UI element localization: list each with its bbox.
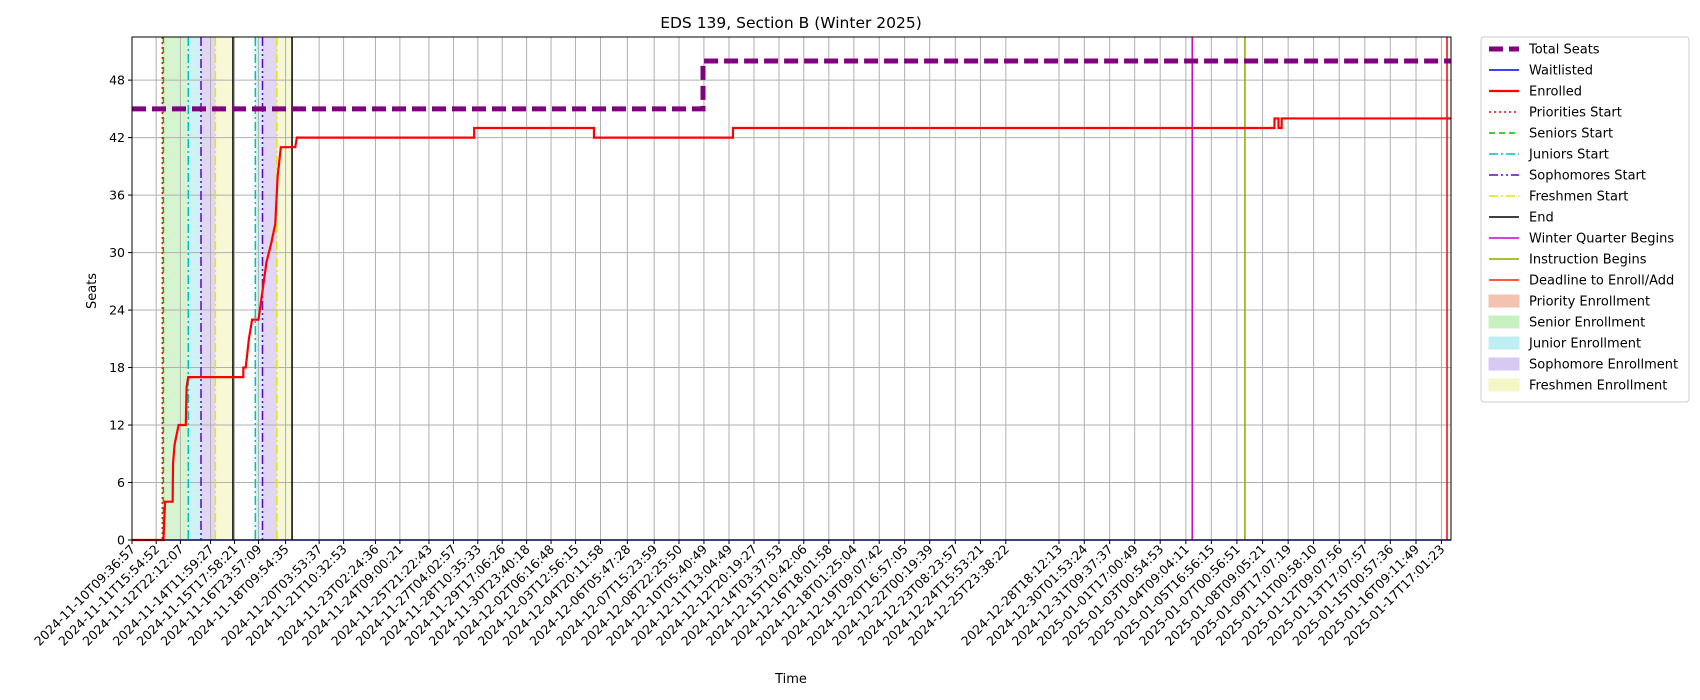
legend-label: Priorities Start — [1529, 106, 1622, 121]
series-lines — [132, 58, 1451, 542]
legend-label: End — [1529, 211, 1554, 226]
legend-label: Freshmen Start — [1529, 190, 1628, 205]
enrollment-span — [163, 37, 189, 540]
y-tick-label: 42 — [109, 130, 125, 145]
y-axis-ticks: 0 6 12 18 24 30 36 42 48 — [109, 73, 132, 548]
y-tick-label: 48 — [109, 73, 125, 88]
legend-label: Enrolled — [1529, 85, 1582, 100]
legend-swatch — [1488, 336, 1520, 350]
chart-title: EDS 139, Section B (Winter 2025) — [660, 14, 922, 32]
plot-frame — [131, 36, 1452, 541]
legend-label: Senior Enrollment — [1529, 316, 1645, 331]
enrollment-span — [188, 37, 201, 540]
legend-box — [1480, 36, 1690, 403]
legend-label: Juniors Start — [1528, 148, 1609, 163]
y-tick-label: 30 — [109, 245, 125, 260]
enrollment-span — [276, 37, 293, 540]
y-tick-label: 24 — [109, 303, 125, 318]
enrollment-span — [200, 37, 216, 540]
y-tick-label: 36 — [109, 188, 125, 203]
legend-swatch — [1488, 294, 1520, 308]
x-axis-ticks: 2024-11-10T09:36:572024-11-11T15:54:5220… — [31, 540, 1448, 649]
legend-label: Junior Enrollment — [1528, 337, 1641, 352]
y-tick-label: 0 — [117, 533, 125, 548]
legend-label: Sophomore Enrollment — [1529, 358, 1678, 373]
plot-border — [131, 36, 1452, 541]
legend-label: Freshmen Enrollment — [1529, 379, 1667, 394]
legend-label: Deadline to Enroll/Add — [1529, 274, 1674, 289]
legend-swatch — [1488, 378, 1520, 392]
enrollment-span — [215, 37, 233, 540]
y-tick-label: 6 — [117, 475, 125, 490]
legend-label: Waitlisted — [1529, 64, 1593, 79]
legend-swatch — [1488, 357, 1520, 371]
legend-label: Sophomores Start — [1529, 169, 1646, 184]
y-tick-label: 18 — [109, 360, 125, 375]
legend-swatch — [1488, 315, 1520, 329]
series-enrolled — [132, 117, 1451, 542]
legend-label: Priority Enrollment — [1529, 295, 1650, 310]
grid-lines — [131, 37, 1451, 541]
legend-label: Instruction Begins — [1529, 253, 1647, 268]
y-axis-title: Seats — [85, 273, 100, 309]
enrollment-span — [262, 37, 277, 540]
x-axis-title: Time — [774, 672, 807, 687]
y-tick-label: 12 — [109, 418, 125, 433]
enrollment-spans — [162, 37, 293, 540]
legend-label: Seniors Start — [1529, 127, 1613, 142]
series-total-seats — [132, 58, 1451, 112]
legend: Total Seats Waitlisted Enrolled Priorities … — [1480, 36, 1690, 403]
phase-markers — [161, 37, 1448, 540]
legend-label: Total Seats — [1528, 43, 1600, 58]
legend-label: Winter Quarter Begins — [1529, 232, 1674, 247]
